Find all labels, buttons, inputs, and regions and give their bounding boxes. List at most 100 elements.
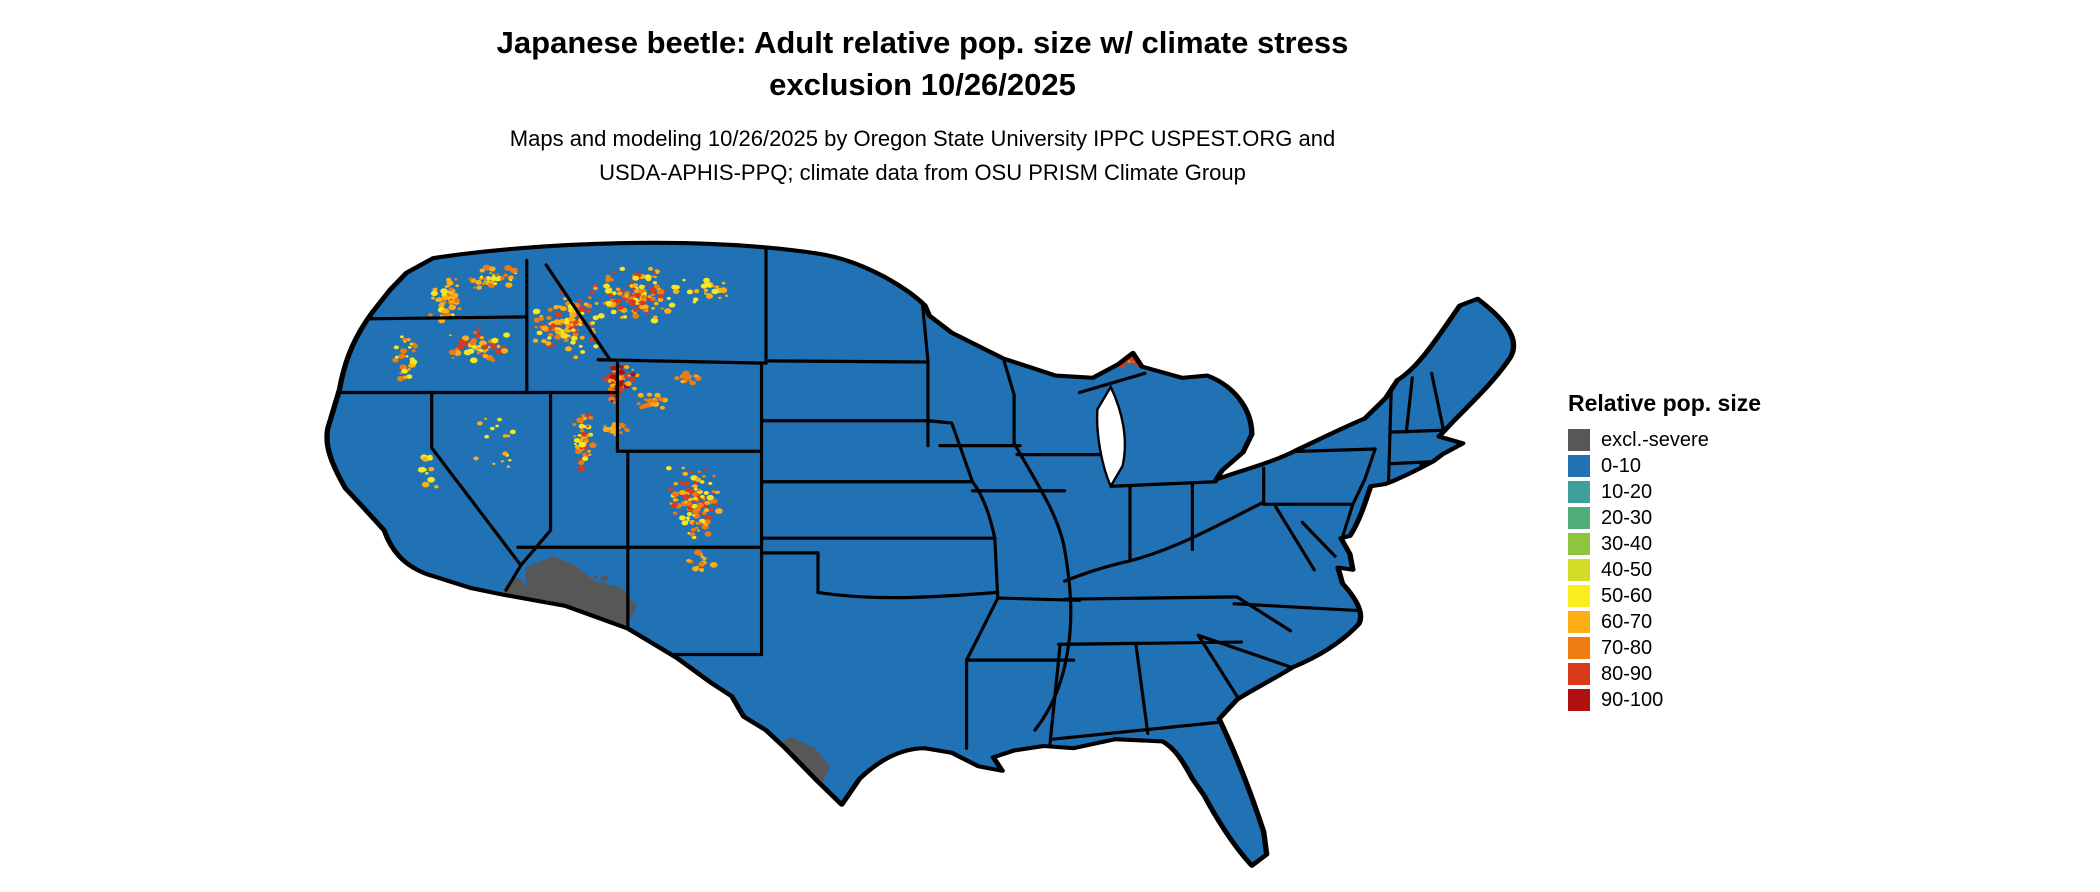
speckle-layer bbox=[392, 264, 1143, 601]
speckle-dot-co-rockies bbox=[699, 480, 705, 484]
speckle-dot-co-rockies bbox=[708, 481, 713, 485]
speckle-dot-wa-okanogan bbox=[482, 264, 491, 271]
map-subtitle-line1: Maps and modeling 10/26/2025 by Oregon S… bbox=[509, 125, 1336, 151]
speckle-dot-mt-west bbox=[640, 294, 647, 300]
speckle-dot-yellowstone bbox=[610, 381, 615, 385]
speckle-dot-id-central bbox=[546, 336, 552, 340]
speckle-dot-ut-wasatch bbox=[582, 433, 587, 437]
speckle-dot-mt-west bbox=[656, 289, 665, 295]
speckle-dot-or-cascades bbox=[400, 348, 408, 354]
speckle-dot-ut-wasatch bbox=[578, 460, 583, 464]
speckle-dot-mt-central bbox=[686, 289, 694, 295]
speckle-dot-co-rockies bbox=[704, 514, 712, 521]
speckle-dot-wy-wind-river bbox=[646, 392, 653, 397]
speckle-dot-id-central bbox=[573, 355, 579, 360]
legend-label: excl.-severe bbox=[1601, 428, 1709, 451]
speckle-dot-or-cascades bbox=[411, 349, 416, 353]
speckle-dot-id-central bbox=[570, 328, 576, 333]
speckle-dot-az-gray-specks bbox=[572, 588, 576, 591]
speckle-dot-co-rockies bbox=[704, 505, 708, 508]
speckle-dot-mt-west bbox=[605, 274, 611, 279]
speckle-dot-mt-west bbox=[647, 266, 654, 271]
speckle-dot-co-rockies bbox=[693, 496, 698, 501]
speckle-dot-co-rockies bbox=[702, 497, 706, 501]
speckle-dot-id-central bbox=[547, 307, 553, 312]
speckle-dot-ut-wasatch bbox=[573, 434, 577, 438]
speckle-dot-ca-sierra bbox=[417, 466, 426, 473]
speckle-dot-co-rockies bbox=[695, 477, 702, 483]
speckle-dot-wy-bighorn bbox=[694, 374, 699, 378]
speckle-dot-co-rockies bbox=[682, 493, 691, 500]
speckle-dot-wa-cascades bbox=[431, 296, 435, 300]
speckle-dot-wa-cascades bbox=[439, 314, 444, 317]
speckle-dot-or-blue-mountains bbox=[496, 344, 501, 349]
legend-label: 50-60 bbox=[1601, 584, 1653, 607]
legend-label: 70-80 bbox=[1601, 636, 1653, 659]
legend-row: 90-100 bbox=[1568, 689, 1761, 711]
legend-title: Relative pop. size bbox=[1568, 390, 1762, 416]
legend-swatch bbox=[1568, 663, 1590, 685]
speckle-dot-or-blue-mountains bbox=[449, 334, 452, 337]
speckle-dot-id-central bbox=[532, 308, 541, 315]
speckle-dot-mt-west bbox=[608, 293, 614, 297]
speckle-dot-wy-bighorn bbox=[680, 379, 686, 384]
speckle-dot-mt-west bbox=[612, 270, 617, 274]
speckle-dot-mt-west bbox=[653, 301, 659, 306]
speckle-dot-or-cascades bbox=[398, 353, 406, 359]
speckle-dot-mt-west bbox=[642, 289, 646, 293]
speckle-dot-or-cascades bbox=[412, 344, 418, 349]
speckle-dot-id-central bbox=[556, 313, 561, 317]
speckle-dot-co-rockies bbox=[665, 466, 672, 471]
speckle-dot-wa-okanogan bbox=[495, 278, 500, 282]
speckle-dot-id-central bbox=[597, 313, 605, 319]
speckle-dot-co-rockies bbox=[696, 502, 704, 509]
speckle-dot-wa-cascades bbox=[439, 302, 445, 306]
speckle-dot-co-rockies bbox=[671, 491, 680, 497]
speckle-dot-or-cascades bbox=[394, 355, 399, 359]
speckle-dot-or-cascades bbox=[406, 374, 413, 379]
speckle-dot-wa-okanogan bbox=[480, 275, 484, 278]
speckle-dot-wy-wind-river bbox=[643, 398, 648, 402]
speckle-dot-wa-cascades bbox=[430, 290, 438, 297]
speckle-dot-or-cascades bbox=[392, 357, 399, 363]
speckle-dot-mt-west bbox=[593, 286, 598, 291]
speckle-dot-ut-uinta bbox=[610, 428, 618, 435]
speckle-dot-ut-wasatch bbox=[589, 442, 597, 449]
speckle-dot-yellowstone bbox=[622, 377, 626, 381]
speckle-dot-co-rockies bbox=[703, 491, 709, 496]
speckle-dot-or-cascades bbox=[409, 342, 414, 346]
speckle-dot-id-central bbox=[576, 298, 582, 303]
speckle-dot-co-rockies bbox=[696, 529, 700, 532]
speckle-dot-or-cascades bbox=[412, 342, 416, 346]
speckle-dot-id-central bbox=[566, 334, 570, 337]
speckle-dot-co-rockies bbox=[679, 490, 686, 496]
speckle-dot-az-gray-specks bbox=[551, 575, 559, 581]
speckle-dot-mi-keweenaw bbox=[1131, 362, 1135, 365]
speckle-dot-yellowstone bbox=[610, 365, 617, 371]
speckle-dot-mt-west bbox=[594, 301, 599, 305]
speckle-dot-nv-ranges bbox=[506, 434, 511, 438]
speckle-dot-wa-cascades bbox=[448, 304, 457, 311]
speckle-dot-wa-okanogan bbox=[487, 282, 495, 288]
speckle-dot-co-rockies bbox=[692, 514, 696, 517]
speckle-dot-mt-central bbox=[703, 277, 711, 284]
speckle-dot-mt-central bbox=[717, 287, 724, 292]
speckle-dot-id-central bbox=[568, 335, 572, 338]
speckle-dot-wa-okanogan bbox=[491, 273, 496, 277]
speckle-dot-id-central bbox=[545, 341, 552, 346]
speckle-dot-wy-wind-river bbox=[644, 402, 651, 408]
speckle-dot-ca-sierra bbox=[425, 471, 429, 475]
speckle-dot-co-rockies bbox=[691, 535, 697, 540]
speckle-dot-mt-west bbox=[619, 316, 624, 319]
speckle-dot-id-central bbox=[541, 339, 547, 344]
speckle-dot-wa-cascades bbox=[428, 313, 433, 317]
speckle-dot-az-gray-specks bbox=[578, 589, 585, 595]
speckle-dot-teton-red-streak bbox=[610, 399, 614, 403]
legend-row: 30-40 bbox=[1568, 533, 1761, 555]
speckle-dot-mt-central bbox=[718, 296, 722, 300]
speckle-dot-co-rockies bbox=[688, 489, 695, 494]
speckle-dot-co-rockies bbox=[673, 481, 679, 486]
speckle-dot-mt-central bbox=[707, 284, 712, 288]
legend-swatch bbox=[1568, 507, 1590, 529]
